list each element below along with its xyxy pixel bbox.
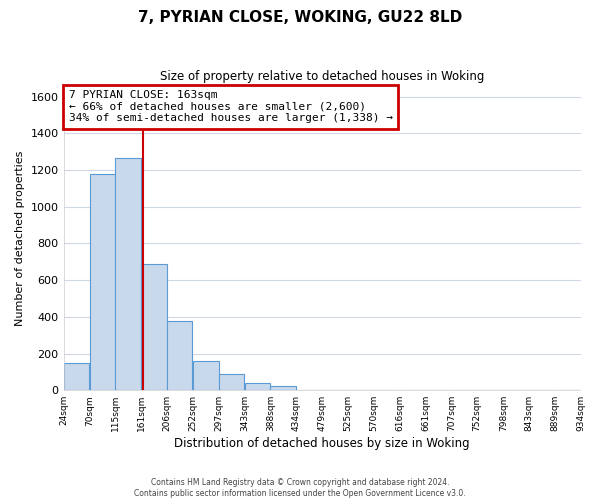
Bar	[193, 361, 218, 390]
Bar	[64, 362, 89, 390]
Bar	[271, 386, 296, 390]
Bar	[218, 374, 244, 390]
Bar	[115, 158, 141, 390]
Bar	[89, 174, 115, 390]
Text: 7 PYRIAN CLOSE: 163sqm
← 66% of detached houses are smaller (2,600)
34% of semi-: 7 PYRIAN CLOSE: 163sqm ← 66% of detached…	[69, 90, 393, 124]
Title: Size of property relative to detached houses in Woking: Size of property relative to detached ho…	[160, 70, 484, 83]
X-axis label: Distribution of detached houses by size in Woking: Distribution of detached houses by size …	[174, 437, 470, 450]
Text: 7, PYRIAN CLOSE, WOKING, GU22 8LD: 7, PYRIAN CLOSE, WOKING, GU22 8LD	[138, 10, 462, 25]
Y-axis label: Number of detached properties: Number of detached properties	[15, 150, 25, 326]
Bar	[245, 384, 271, 390]
Text: Contains HM Land Registry data © Crown copyright and database right 2024.
Contai: Contains HM Land Registry data © Crown c…	[134, 478, 466, 498]
Bar	[167, 322, 193, 390]
Bar	[142, 264, 167, 390]
